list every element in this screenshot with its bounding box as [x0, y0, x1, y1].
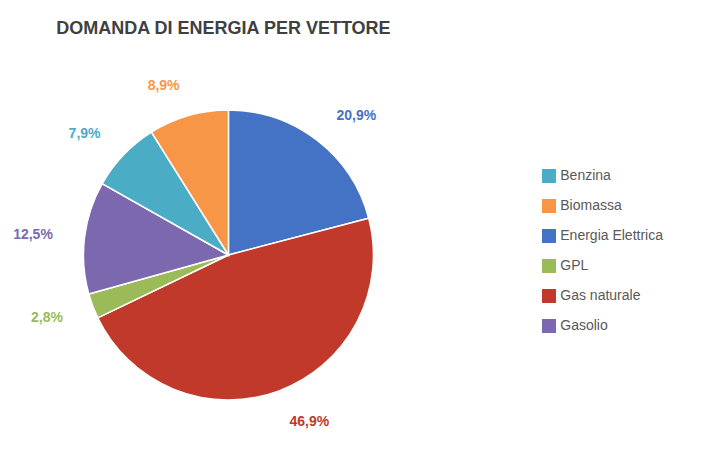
- html-text:Gasolio: Gasolio: [560, 317, 608, 333]
- svg-text:46,9%: 46,9%: [289, 413, 329, 429]
- html-text:Biomassa: Biomassa: [560, 197, 622, 213]
- svg-text:12,5%: 12,5%: [13, 226, 53, 242]
- svg-text:20,9%: 20,9%: [337, 107, 377, 123]
- svg-text:2,8%: 2,8%: [31, 309, 63, 325]
- html-text:DOMANDA DI ENERGIA PER VETTORE: DOMANDA DI ENERGIA PER VETTORE: [56, 18, 391, 38]
- html-text:GPL: GPL: [560, 257, 589, 273]
- svg-text:7,9%: 7,9%: [69, 125, 101, 141]
- html-text:Energia Elettrica: Energia Elettrica: [560, 227, 663, 243]
- html-text:Gas naturale: Gas naturale: [560, 287, 641, 303]
- html-text:Benzina: Benzina: [560, 167, 611, 183]
- svg-text:8,9%: 8,9%: [148, 77, 180, 93]
